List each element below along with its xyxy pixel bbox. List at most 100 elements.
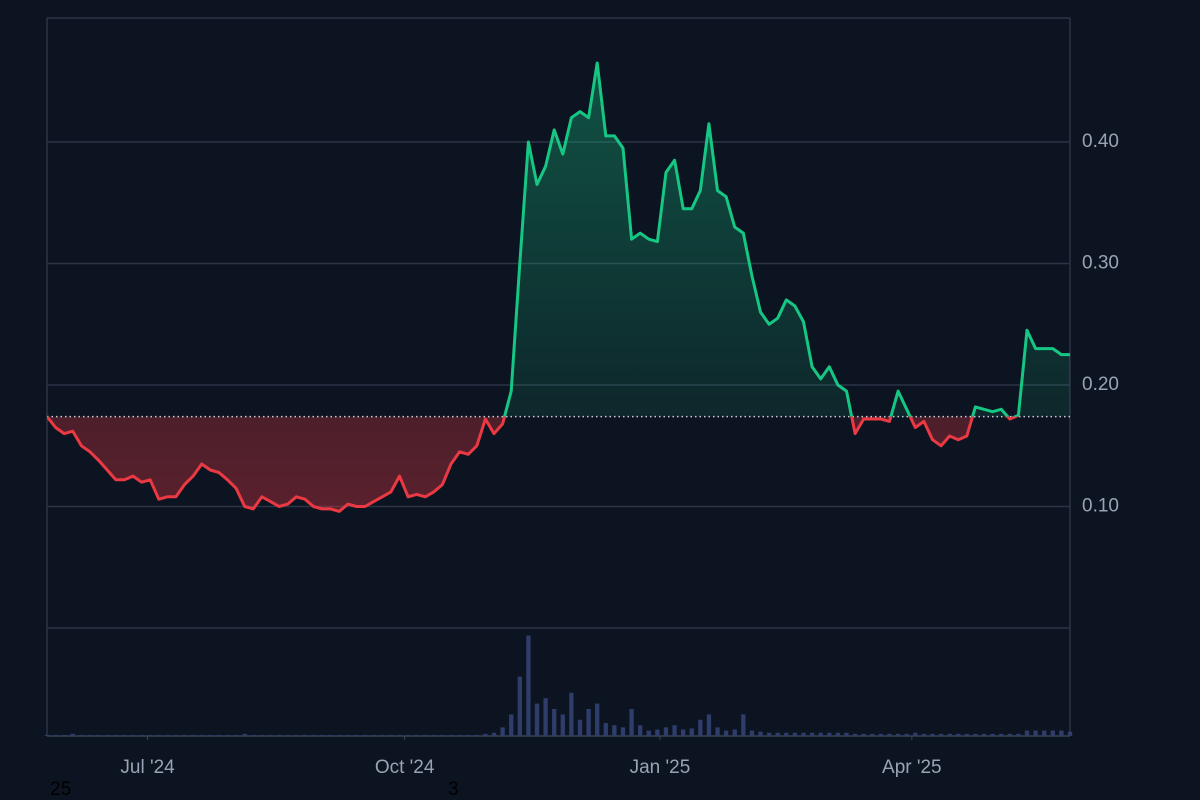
volume-bar — [595, 703, 600, 736]
x-tick-label: Jul '24 — [120, 757, 175, 778]
volume-bar — [517, 676, 522, 736]
volume-bar — [466, 734, 471, 736]
volume-bar — [423, 734, 428, 736]
volume-bar — [766, 732, 772, 736]
volume-bar — [251, 734, 256, 736]
volume-bar — [723, 730, 729, 736]
volume-bar — [491, 732, 497, 736]
volume-bar — [981, 733, 987, 736]
volume-bar — [79, 734, 84, 736]
volume-bar — [285, 734, 290, 736]
volume-bar — [947, 733, 952, 736]
volume-bar — [148, 734, 153, 736]
area-up — [504, 63, 1070, 417]
volume-bar — [973, 733, 978, 736]
volume-bar — [956, 733, 961, 736]
volume-bar — [646, 730, 651, 736]
volume-bar — [1067, 731, 1073, 736]
volume-bar — [930, 733, 935, 736]
volume-bar — [1050, 730, 1055, 736]
volume-bar — [638, 725, 643, 736]
volume-bar — [1024, 730, 1030, 736]
y-tick-label: 0.30 — [1082, 253, 1119, 274]
volume-bar — [672, 725, 677, 736]
volume-bar — [345, 734, 351, 736]
volume-bar — [122, 734, 127, 736]
volume-bar — [921, 733, 927, 736]
volume-bar — [199, 734, 204, 736]
volume-bar — [44, 734, 50, 736]
volume-bar — [87, 734, 93, 736]
volume-bar — [964, 733, 969, 736]
volume-bar — [156, 734, 161, 736]
volume-bar — [139, 734, 144, 736]
volume-bar — [1059, 730, 1064, 736]
volume-bar — [852, 733, 858, 736]
volume-bar — [354, 734, 359, 736]
volume-bar — [999, 733, 1004, 736]
corner-label: 3 — [448, 779, 459, 800]
volume-bar — [337, 734, 342, 736]
volume-bar — [809, 732, 815, 736]
volume-bar — [371, 734, 376, 736]
volume-bar — [483, 733, 488, 736]
volume-bar — [1042, 730, 1047, 736]
volume-bar — [844, 732, 849, 736]
volume-bar — [603, 723, 608, 736]
volume-bar — [861, 733, 866, 736]
y-tick-label: 0.10 — [1082, 496, 1119, 517]
volume-bar — [1016, 733, 1021, 736]
volume-bar — [216, 734, 222, 736]
volume-bar — [577, 719, 583, 736]
volume-bar — [629, 709, 634, 736]
volume-bar — [827, 732, 832, 736]
volume-bar — [328, 734, 333, 736]
volume-bar — [732, 729, 737, 736]
volume-bar — [500, 727, 505, 736]
volume-bar — [1007, 733, 1012, 736]
volume-bar — [758, 731, 763, 736]
volume-bar — [380, 734, 385, 736]
volume-bar — [990, 733, 995, 736]
volume-bar — [569, 692, 574, 736]
volume-bar — [904, 733, 909, 736]
volume-bar — [182, 734, 187, 736]
volume-bar — [586, 709, 591, 736]
volume-bar — [96, 734, 101, 736]
volume-bar — [698, 719, 703, 736]
volume-bar — [792, 732, 798, 736]
volume-bar — [715, 727, 720, 736]
volume-bar — [105, 734, 110, 736]
volume-bar — [268, 734, 273, 736]
volume-bar — [775, 732, 780, 736]
x-tick-label: Oct '24 — [375, 757, 435, 778]
volume-bar — [440, 734, 445, 736]
volume-bar — [689, 728, 694, 736]
volume-bar — [534, 703, 540, 736]
volume-bar — [784, 732, 789, 736]
volume-bar — [878, 733, 884, 736]
volume-bar — [552, 709, 557, 736]
volume-bar — [938, 733, 944, 736]
volume-bar — [173, 734, 179, 736]
volume-bar — [414, 734, 419, 736]
volume-bar — [53, 734, 58, 736]
volume-bar — [681, 729, 686, 736]
volume-bar — [895, 733, 901, 736]
volume-bar — [62, 734, 67, 736]
price-line-down — [47, 416, 1020, 513]
volume-bar — [208, 734, 213, 736]
volume-bar — [233, 734, 239, 736]
y-tick-label: 0.40 — [1082, 131, 1119, 152]
volume-bar — [509, 714, 514, 736]
volume-bar — [913, 732, 918, 736]
y-tick-label: 0.20 — [1082, 374, 1119, 395]
volume-bar — [706, 714, 712, 736]
volume-bar — [543, 698, 548, 736]
volume-bar — [887, 733, 892, 736]
volume-bar — [405, 734, 411, 736]
volume-bar — [276, 734, 282, 736]
volume-bar — [749, 730, 755, 736]
volume-bar — [362, 734, 368, 736]
